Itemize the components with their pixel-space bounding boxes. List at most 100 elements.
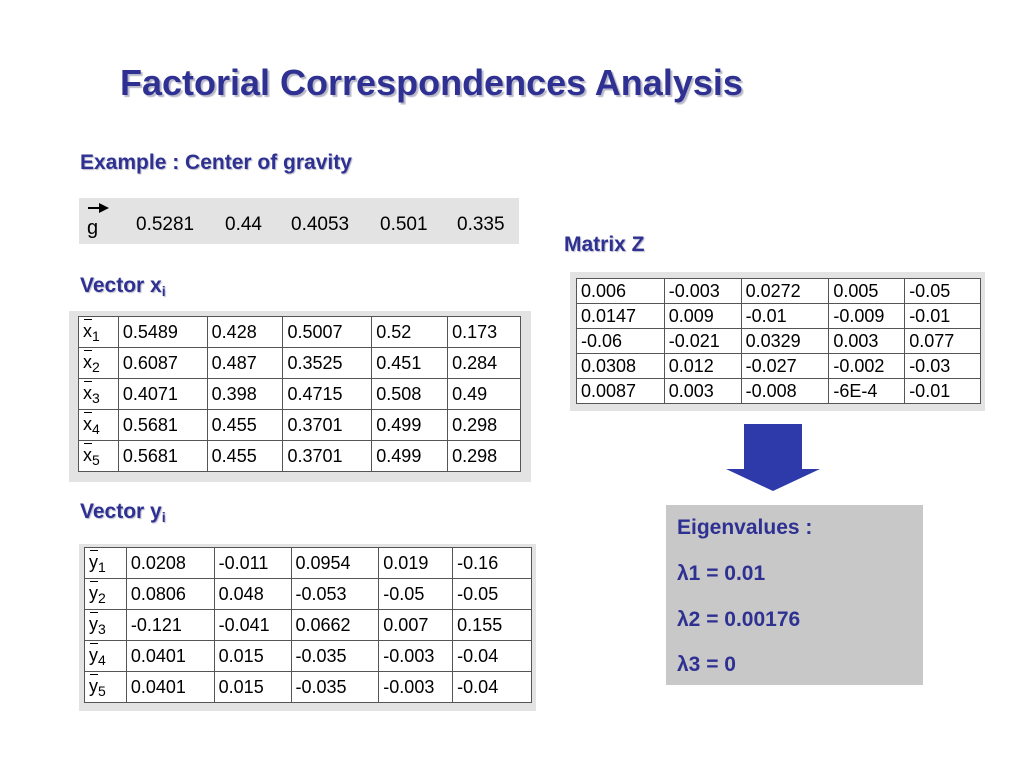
gravity-value: 0.4053 — [291, 214, 350, 235]
table-cell: -0.021 — [663, 328, 742, 354]
table-cell: 0.0806 — [125, 578, 215, 610]
table-cell: 0.0329 — [740, 328, 830, 354]
table-cell: 0.077 — [904, 328, 981, 354]
vector-x-label: Vector xi — [80, 274, 166, 299]
page-title: Factorial Correspondences Analysis — [120, 62, 743, 103]
table-row: x5 0.5681 0.455 0.3701 0.499 0.298 — [78, 440, 521, 472]
table-cell: -0.003 — [378, 640, 454, 672]
matrix-z-panel: 0.006 -0.003 0.0272 0.005 -0.05 0.0147 0.009 -0… — [570, 272, 985, 411]
table-cell: 0.003 — [663, 378, 742, 404]
table-cell: -0.027 — [740, 353, 830, 379]
table-cell: 0.398 — [206, 378, 284, 410]
table-row: 0.006 -0.003 0.0272 0.005 -0.05 — [576, 278, 981, 304]
table-row: 0.0308 0.012 -0.027 -0.002 -0.03 — [576, 353, 981, 379]
table-cell: -0.003 — [378, 671, 454, 703]
table-cell: 0.0272 — [740, 278, 830, 304]
table-cell: -0.008 — [740, 378, 830, 404]
table-cell: -0.01 — [904, 378, 981, 404]
table-cell: 0.428 — [206, 316, 284, 348]
table-cell: 0.0147 — [576, 303, 665, 329]
table-cell: 0.009 — [663, 303, 742, 329]
table-cell: -0.06 — [576, 328, 665, 354]
table-cell: 0.5681 — [117, 440, 208, 472]
table-cell: 0.0401 — [125, 671, 215, 703]
table-row: -0.06 -0.021 0.0329 0.003 0.077 — [576, 328, 981, 354]
down-arrow-icon — [744, 424, 802, 470]
table-cell: 0.298 — [447, 440, 521, 472]
vector-arrow-icon — [88, 207, 102, 209]
table-cell: -0.053 — [290, 578, 380, 610]
table-cell: 0.49 — [447, 378, 521, 410]
eigenvalue-item: λ1 = 0.01 — [677, 562, 766, 585]
example-label: Example : Center of gravity — [80, 151, 352, 174]
table-cell: 0.048 — [213, 578, 292, 610]
table-cell: 0.0308 — [576, 353, 665, 379]
table-cell: 0.155 — [452, 609, 532, 641]
table-row: 0.0147 0.009 -0.01 -0.009 -0.01 — [576, 303, 981, 329]
row-symbol: y3 — [84, 609, 127, 641]
table-row: y4 0.0401 0.015 -0.035 -0.003 -0.04 — [84, 640, 532, 672]
table-cell: 0.499 — [371, 440, 449, 472]
row-symbol: x1 — [78, 316, 119, 348]
table-row: x1 0.5489 0.428 0.5007 0.52 0.173 — [78, 316, 521, 348]
gravity-vector: g 0.5281 0.44 0.4053 0.501 0.335 — [79, 198, 519, 244]
table-cell: 0.3701 — [282, 440, 373, 472]
gravity-value: 0.5281 — [136, 214, 195, 235]
table-row: x4 0.5681 0.455 0.3701 0.499 0.298 — [78, 409, 521, 441]
table-cell: 0.499 — [371, 409, 449, 441]
gravity-value: 0.501 — [380, 214, 428, 235]
table-cell: 0.4071 — [117, 378, 208, 410]
table-row: y1 0.0208 -0.011 0.0954 0.019 -0.16 — [84, 547, 532, 579]
table-row: x3 0.4071 0.398 0.4715 0.508 0.49 — [78, 378, 521, 410]
row-symbol: x2 — [78, 347, 119, 379]
table-cell: 0.003 — [828, 328, 906, 354]
table-cell: -0.03 — [904, 353, 981, 379]
row-symbol: y2 — [84, 578, 127, 610]
table-cell: 0.455 — [206, 440, 284, 472]
table-row: 0.0087 0.003 -0.008 -6E-4 -0.01 — [576, 378, 981, 404]
table-cell: -0.121 — [125, 609, 215, 641]
table-cell: 0.3701 — [282, 409, 373, 441]
vector-x-panel: x1 0.5489 0.428 0.5007 0.52 0.173 x2 0.6087 0.48… — [69, 311, 531, 482]
table-cell: -0.035 — [290, 640, 380, 672]
gravity-letter: g — [87, 217, 99, 239]
gravity-value: 0.335 — [457, 214, 505, 235]
table-cell: 0.015 — [213, 671, 292, 703]
table-cell: -0.035 — [290, 671, 380, 703]
table-cell: 0.006 — [576, 278, 665, 304]
row-symbol: x3 — [78, 378, 119, 410]
eigenvalues-heading: Eigenvalues : — [677, 516, 813, 539]
table-cell: 0.284 — [447, 347, 521, 379]
table-cell: 0.0662 — [290, 609, 380, 641]
table-cell: 0.3525 — [282, 347, 373, 379]
table-cell: -0.04 — [452, 671, 532, 703]
table-cell: 0.5489 — [117, 316, 208, 348]
table-cell: 0.6087 — [117, 347, 208, 379]
table-cell: 0.012 — [663, 353, 742, 379]
table-cell: 0.015 — [213, 640, 292, 672]
table-cell: 0.173 — [447, 316, 521, 348]
table-cell: 0.451 — [371, 347, 449, 379]
table-cell: -0.16 — [452, 547, 532, 579]
table-row: x2 0.6087 0.487 0.3525 0.451 0.284 — [78, 347, 521, 379]
table-cell: 0.0954 — [290, 547, 380, 579]
gravity-value: 0.44 — [225, 214, 262, 235]
table-cell: 0.007 — [378, 609, 454, 641]
vector-y-panel: y1 0.0208 -0.011 0.0954 0.019 -0.16 y2 0.0806 0.… — [79, 544, 536, 711]
eigenvalues-box: Eigenvalues : λ1 = 0.01 λ2 = 0.00176 λ3 … — [666, 505, 923, 685]
table-cell: -0.011 — [213, 547, 292, 579]
table-cell: -0.003 — [663, 278, 742, 304]
table-cell: 0.5681 — [117, 409, 208, 441]
table-cell: -0.05 — [452, 578, 532, 610]
table-cell: 0.005 — [828, 278, 906, 304]
table-cell: -0.002 — [828, 353, 906, 379]
table-cell: -0.01 — [904, 303, 981, 329]
table-cell: 0.0208 — [125, 547, 215, 579]
table-cell: 0.4715 — [282, 378, 373, 410]
table-cell: -6E-4 — [828, 378, 906, 404]
row-symbol: x4 — [78, 409, 119, 441]
table-cell: 0.298 — [447, 409, 521, 441]
table-cell: -0.01 — [740, 303, 830, 329]
gravity-symbol: g — [85, 202, 113, 240]
matrix-z-label: Matrix Z — [564, 233, 645, 256]
